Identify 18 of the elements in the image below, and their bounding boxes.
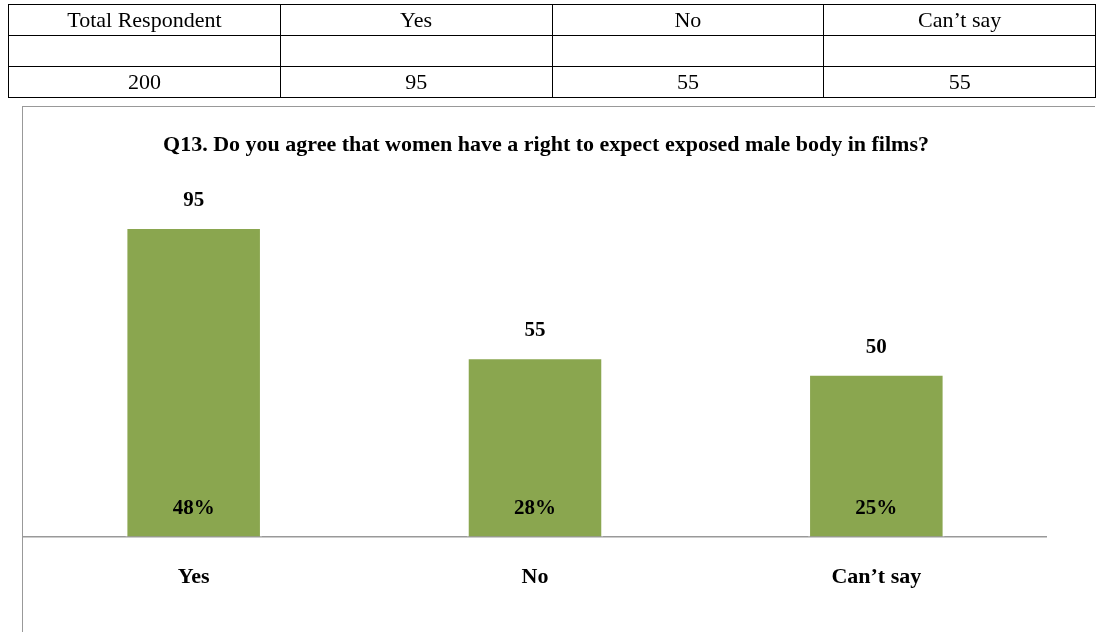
annotation: 48%	[172, 495, 215, 520]
x-tick-label: Can’t say	[831, 563, 922, 589]
text: Can’t say	[823, 4, 1096, 36]
text: No	[552, 4, 824, 36]
data-label: 55	[524, 317, 546, 342]
data-label: 50	[865, 333, 887, 358]
annotation: 28%	[514, 495, 556, 520]
text: 55	[823, 66, 1096, 98]
text: 95	[280, 66, 552, 98]
text: Total Respondent	[8, 4, 281, 36]
annotation: 25%	[855, 495, 898, 520]
text: Yes	[280, 4, 552, 36]
text: 55	[552, 66, 824, 98]
x-tick-label: Yes	[177, 563, 210, 589]
x-tick-label: No	[521, 563, 549, 589]
text: 200	[8, 66, 281, 98]
chart-title: Q13. Do you agree that women have a right to expect exposed male body in films?	[162, 130, 930, 158]
data-label: 95	[183, 186, 205, 211]
